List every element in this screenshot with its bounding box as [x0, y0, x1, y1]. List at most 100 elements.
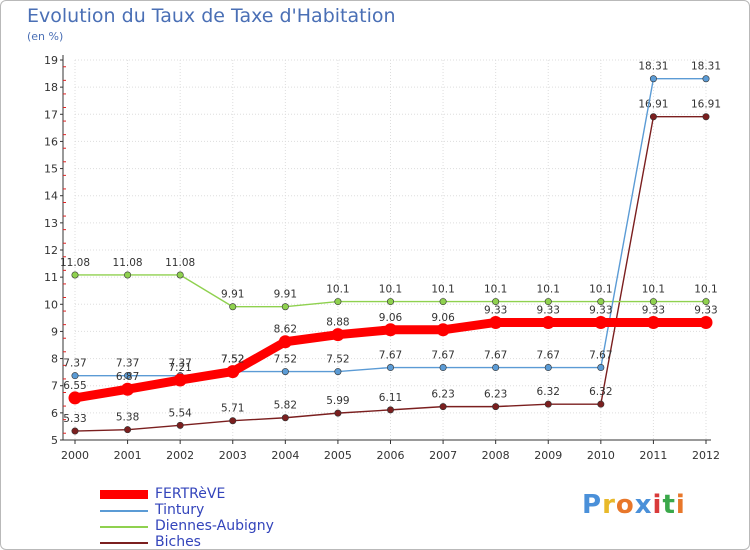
data-point [226, 365, 240, 379]
logo-letter: x [634, 490, 653, 520]
x-tick-label: 2010 [587, 449, 615, 462]
data-point [71, 271, 79, 279]
data-label: 9.91 [274, 289, 297, 301]
data-label: 6.23 [484, 389, 507, 401]
data-point [702, 75, 710, 83]
data-label: 11.08 [60, 257, 90, 269]
y-tick-label: 18 [44, 81, 58, 94]
data-label: 11.08 [113, 257, 143, 269]
data-label: 9.91 [221, 289, 244, 301]
legend-label-tintury: Tintury [155, 502, 205, 518]
x-tick-label: 2009 [534, 449, 562, 462]
data-label: 6.11 [379, 392, 402, 404]
y-tick-label: 15 [44, 163, 58, 176]
data-label: 11.08 [165, 257, 195, 269]
data-point [544, 298, 552, 306]
data-label: 5.82 [274, 400, 297, 412]
logo-letter: t [662, 490, 676, 520]
data-label: 10.1 [694, 284, 717, 296]
x-tick-label: 2003 [219, 449, 247, 462]
chart-subtitle: (en %) [27, 30, 64, 43]
data-point [229, 303, 237, 311]
legend-label-diennes-aubigny: Diennes-Aubigny [155, 518, 274, 534]
data-label: 7.67 [379, 350, 402, 362]
data-label: 8.62 [274, 324, 297, 336]
data-point [121, 382, 135, 396]
logo-letter: i [652, 490, 663, 520]
data-label: 16.91 [691, 99, 721, 111]
data-point [386, 364, 394, 372]
data-label: 9.06 [379, 312, 403, 324]
proxiti-logo: Proxiti [582, 490, 686, 520]
data-point [281, 368, 289, 376]
data-label: 9.33 [484, 304, 507, 316]
data-label: 6.87 [116, 371, 139, 383]
data-point [597, 400, 605, 408]
data-point [492, 298, 500, 306]
data-point [68, 391, 82, 405]
data-label: 5.33 [63, 413, 86, 425]
data-label: 7.67 [589, 350, 612, 362]
legend-swatch-fertreve [100, 490, 148, 499]
data-label: 9.33 [694, 304, 717, 316]
data-point [544, 364, 552, 372]
x-tick-label: 2006 [377, 449, 405, 462]
data-label: 8.88 [326, 317, 349, 329]
x-tick-label: 2000 [61, 449, 89, 462]
chart-title: Evolution du Taux de Taxe d'Habitation [27, 5, 396, 27]
y-tick-label: 10 [44, 298, 58, 311]
data-label: 5.71 [221, 403, 244, 415]
data-label: 7.52 [326, 354, 349, 366]
data-point [646, 315, 660, 329]
data-point [489, 315, 503, 329]
data-label: 9.33 [537, 304, 560, 316]
data-label: 7.52 [221, 354, 244, 366]
x-tick-label: 2008 [482, 449, 510, 462]
data-point [649, 113, 657, 121]
logo-letter: o [615, 490, 635, 520]
data-label: 16.91 [638, 99, 668, 111]
x-tick-label: 2004 [271, 449, 299, 462]
data-label: 9.33 [589, 304, 612, 316]
y-tick-label: 14 [44, 190, 58, 203]
data-point [597, 298, 605, 306]
data-label: 7.37 [116, 358, 139, 370]
y-tick-label: 19 [44, 54, 58, 67]
data-point [439, 403, 447, 411]
data-label: 7.37 [63, 358, 86, 370]
data-point [541, 315, 555, 329]
data-point [278, 335, 292, 349]
y-tick-label: 17 [44, 108, 58, 121]
x-tick-label: 2012 [692, 449, 720, 462]
data-point [699, 315, 713, 329]
data-point [386, 298, 394, 306]
data-point [597, 364, 605, 372]
legend-swatch-diennes-aubigny [100, 526, 148, 528]
data-point [124, 372, 132, 380]
data-label: 5.38 [116, 412, 139, 424]
data-label: 10.1 [326, 284, 349, 296]
data-point [649, 298, 657, 306]
data-point [71, 372, 79, 380]
data-label: 7.21 [168, 362, 191, 374]
data-label: 6.32 [589, 386, 612, 398]
data-label: 5.54 [168, 407, 192, 419]
data-point [334, 409, 342, 417]
data-point [71, 427, 79, 435]
legend-label-fertreve: FERTRèVE [155, 486, 226, 502]
data-point [386, 406, 394, 414]
data-point [384, 323, 397, 337]
data-label: 10.1 [642, 284, 665, 296]
data-label: 18.31 [638, 61, 668, 73]
logo-letter: i [675, 490, 686, 520]
data-point [229, 417, 237, 425]
data-point [544, 400, 552, 408]
data-point [594, 315, 608, 329]
legend-swatch-biches [100, 542, 148, 544]
data-label: 6.32 [537, 386, 560, 398]
data-point [176, 421, 184, 429]
legend-label-biches: Biches [155, 534, 201, 550]
data-point [649, 75, 657, 83]
data-label: 10.1 [379, 284, 402, 296]
